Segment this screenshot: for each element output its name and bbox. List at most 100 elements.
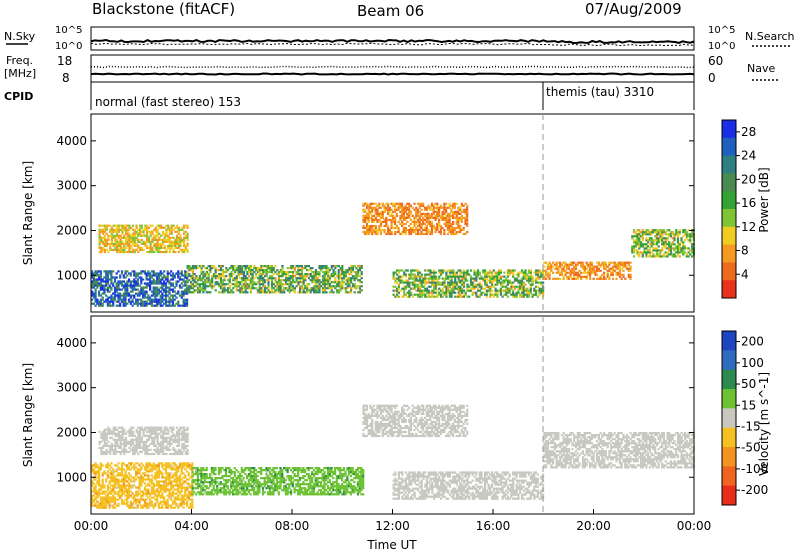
heatmap-cell <box>120 488 124 491</box>
heatmap-cell <box>416 232 420 236</box>
heatmap-cell <box>130 246 133 249</box>
heatmap-cell <box>92 494 95 497</box>
heatmap-cell <box>163 250 166 254</box>
heatmap-cell <box>198 483 201 486</box>
heatmap-cell <box>175 482 178 485</box>
heatmap-cell <box>143 302 146 305</box>
heatmap-cell <box>193 491 196 494</box>
heatmap-cell <box>263 279 267 282</box>
heatmap-cell <box>608 269 611 272</box>
heatmap-cell <box>174 246 177 249</box>
heatmap-cell <box>496 283 499 286</box>
heatmap-cell <box>427 222 430 226</box>
heatmap-cell <box>330 267 333 270</box>
heatmap-cell <box>170 304 173 307</box>
heatmap-cell <box>120 466 124 469</box>
heatmap-cell <box>313 275 316 278</box>
heatmap-cell <box>618 267 622 270</box>
heatmap-cell <box>466 287 469 290</box>
heatmap-cell <box>147 294 150 297</box>
heatmap-cell <box>117 270 120 273</box>
heatmap-cell <box>604 261 607 264</box>
heatmap-cell <box>492 295 495 298</box>
heatmap-cell <box>350 281 353 284</box>
heatmap-cell <box>200 277 203 280</box>
heatmap-cell <box>661 243 664 246</box>
heatmap-cell <box>124 294 127 297</box>
heatmap-cell <box>666 255 669 258</box>
heatmap-cell <box>505 293 508 296</box>
heatmap-cell <box>140 484 143 487</box>
heatmap-cell <box>564 269 567 272</box>
heatmap-cell <box>387 230 390 234</box>
heatmap-cell <box>425 230 428 234</box>
heatmap-cell <box>433 279 436 282</box>
heatmap-cell <box>96 272 99 275</box>
heatmap-cell <box>91 282 94 285</box>
heatmap-cell <box>166 276 169 279</box>
heatmap-cell <box>159 488 162 491</box>
heatmap-cell <box>156 484 159 487</box>
heatmap-cell <box>145 276 148 279</box>
heatmap-cell <box>119 236 122 239</box>
heatmap-cell <box>175 240 179 243</box>
heatmap-cell <box>133 230 136 233</box>
heatmap-cell <box>439 228 442 232</box>
heatmap-cell <box>409 232 412 236</box>
heatmap-cell <box>466 295 469 298</box>
heatmap-cell <box>314 285 318 288</box>
heatmap-cell <box>152 492 155 495</box>
heatmap-cell <box>249 281 252 284</box>
heatmap-cell <box>108 304 111 307</box>
heatmap-cell <box>140 480 143 483</box>
heatmap-cell <box>180 282 183 285</box>
heatmap-cell <box>244 281 247 284</box>
heatmap-cell <box>147 284 150 287</box>
heatmap-cell <box>436 208 439 211</box>
heatmap-cell <box>371 232 374 236</box>
heatmap-cell <box>163 240 166 243</box>
heatmap-cell <box>469 287 473 290</box>
heatmap-cell <box>358 281 361 284</box>
heatmap-cell <box>218 291 221 294</box>
heatmap-cell <box>424 293 427 296</box>
heatmap-cell <box>659 237 662 240</box>
heatmap-cell <box>448 222 451 226</box>
heatmap-cell <box>223 291 226 294</box>
heatmap-cell <box>390 208 393 211</box>
heatmap-cell <box>139 240 142 243</box>
heatmap-cell <box>666 247 669 250</box>
heatmap-cell <box>638 231 641 234</box>
heatmap-cell <box>143 500 146 503</box>
heatmap-cell <box>168 466 171 469</box>
heatmap-cell <box>666 239 669 242</box>
heatmap-cell <box>182 462 185 465</box>
heatmap-cell <box>293 275 296 278</box>
heatmap-cell <box>445 206 448 209</box>
heatmap-cell <box>164 472 168 475</box>
heatmap-cell <box>599 263 602 266</box>
heatmap-cell <box>140 494 143 497</box>
heatmap-cell <box>330 281 333 284</box>
heatmap-cell <box>221 269 224 272</box>
heatmap-cell <box>149 248 152 251</box>
heatmap-cell <box>369 224 372 228</box>
heatmap-cell <box>94 270 97 273</box>
heatmap-cell <box>142 476 145 479</box>
heatmap-cell <box>620 273 623 276</box>
heatmap-cell <box>466 279 469 282</box>
heatmap-cell <box>443 204 446 207</box>
heatmap-cell <box>441 226 444 230</box>
heatmap-cell <box>219 273 223 276</box>
heatmap-cell <box>258 273 261 276</box>
heatmap-cell <box>402 218 405 221</box>
heatmap-cell <box>256 269 259 272</box>
heatmap-cell <box>574 267 578 270</box>
heatmap-cell <box>283 283 286 286</box>
heatmap-cell <box>103 300 106 303</box>
heatmap-cell <box>535 289 538 292</box>
heatmap-cell <box>664 251 667 254</box>
heatmap-cell <box>459 212 462 215</box>
heatmap-cell <box>98 274 101 277</box>
heatmap-cell <box>131 504 134 507</box>
